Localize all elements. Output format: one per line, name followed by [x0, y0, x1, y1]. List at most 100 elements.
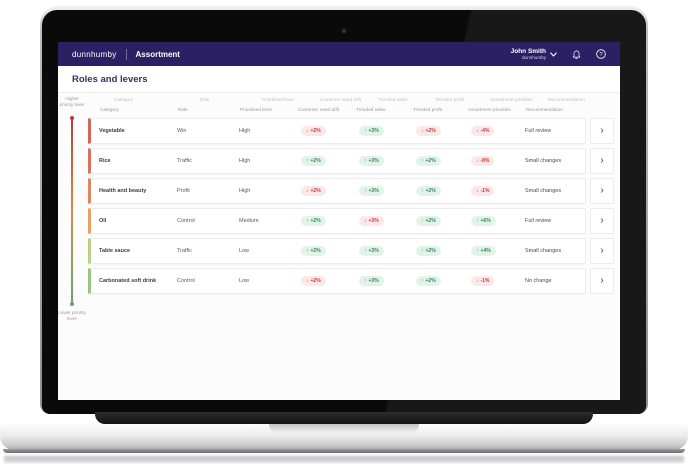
user-info: John Smith dunnhumby — [511, 48, 546, 61]
badge-value: -8% — [480, 158, 490, 164]
category-row-table-sauce[interactable]: Table sauce Traffic Low ↑ +2% ↑ +3% ↑ +2% ↑… — [88, 238, 586, 264]
lever-cell: Medium — [239, 218, 259, 224]
badge-value: +3% — [368, 128, 379, 134]
laptop-base-notch — [269, 424, 419, 433]
category-cell: Vegetable — [99, 128, 125, 134]
category-cell: Table sauce — [99, 248, 131, 254]
recommendation-cell: Full review — [525, 128, 552, 134]
chevron-down-icon — [550, 51, 557, 57]
table-row: Rice Traffic High ↑ +2% ↑ +3% ↑ +2% ↓ -8% Sm… — [88, 148, 616, 174]
drift-badge: ↑ +2% — [301, 246, 326, 256]
column-header-trended-profit: Trended profit — [413, 106, 443, 112]
table-header-ghost-row: Category Role Prioritised lever Customer… — [110, 95, 620, 104]
svg-text:?: ? — [599, 52, 603, 58]
category-row-oil[interactable]: Oil Control Medium ↑ +2% ↓ +3% ↑ +2% ↑ +6% F… — [88, 208, 586, 234]
laptop-base-edge — [3, 449, 685, 453]
drift-badge: ↑ +2% — [301, 156, 326, 166]
chevron-right-icon: › — [600, 215, 604, 226]
table-row: Oil Control Medium ↑ +2% ↓ +3% ↑ +2% ↑ +6% F… — [88, 208, 616, 234]
badge-value: +2% — [425, 218, 436, 224]
column-header-ghost: Recommendation — [548, 97, 585, 102]
priorities-badge: ↑ +6% — [471, 216, 496, 226]
drift-badge: ↑ +2% — [301, 216, 326, 226]
drift-badge: ↓ +2% — [301, 276, 326, 286]
sales-badge: ↑ +3% — [359, 246, 384, 256]
topbar-divider — [125, 48, 127, 60]
column-header-assortment-priorities: Assortment priorities — [468, 106, 511, 112]
row-detail-button[interactable]: › — [590, 148, 614, 174]
badge-value: +3% — [368, 188, 379, 194]
chevron-right-icon: › — [600, 125, 604, 136]
webcam-icon — [342, 29, 346, 33]
column-header-customer-need-drift: Customer need drift — [298, 106, 340, 112]
chevron-right-icon: › — [600, 245, 604, 256]
priority-gradient-arrow — [70, 116, 74, 306]
trend-arrow-icon: ↑ — [421, 158, 424, 164]
column-header-prioritised-lever: Prioritised lever — [240, 106, 273, 112]
sales-badge: ↑ +3% — [359, 276, 384, 286]
trend-arrow-icon: ↓ — [476, 158, 479, 164]
badge-value: +2% — [425, 278, 436, 284]
trend-arrow-icon: ↑ — [364, 158, 367, 164]
category-cell: Oil — [99, 218, 107, 224]
trend-arrow-icon: ↑ — [421, 188, 424, 194]
recommendation-cell: Small changes — [525, 188, 562, 194]
badge-value: +2% — [425, 158, 436, 164]
trend-arrow-icon: ↓ — [421, 128, 424, 134]
table-row: Vegetable Win High ↓ +2% ↑ +3% ↓ +2% ↓ -4% F… — [88, 118, 616, 144]
lever-cell: Low — [239, 278, 250, 284]
badge-value: -1% — [480, 188, 490, 194]
badge-value: +2% — [310, 188, 321, 194]
priorities-badge: ↓ -1% — [471, 186, 495, 196]
laptop-reflection — [4, 456, 684, 463]
priority-axis-top-label: Higher priority lever — [59, 96, 85, 107]
sales-badge: ↑ +3% — [359, 186, 384, 196]
trend-arrow-icon: ↑ — [364, 128, 367, 134]
trend-arrow-icon: ↑ — [306, 218, 309, 224]
role-cell: Traffic — [177, 248, 192, 254]
badge-value: +2% — [310, 248, 321, 254]
trend-arrow-icon: ↓ — [364, 218, 367, 224]
trend-arrow-icon: ↓ — [306, 188, 309, 194]
row-detail-button[interactable]: › — [590, 238, 614, 264]
trend-arrow-icon: ↑ — [476, 248, 479, 254]
sales-badge: ↓ +3% — [359, 216, 384, 226]
page-header: Roles and levers — [58, 66, 620, 93]
category-cell: Carbonated soft drink — [99, 278, 157, 284]
top-nav-bar: dunnhumby Assortment John Smith dunnhumb… — [58, 42, 620, 66]
column-header-ghost: Category — [114, 97, 134, 102]
recommendation-cell: Small changes — [525, 158, 562, 164]
badge-value: +2% — [310, 158, 321, 164]
row-detail-button[interactable]: › — [590, 268, 614, 294]
trend-arrow-icon: ↑ — [476, 218, 479, 224]
user-menu[interactable]: John Smith dunnhumby — [511, 48, 557, 61]
trend-arrow-icon: ↑ — [306, 158, 309, 164]
priorities-badge: ↓ -1% — [471, 276, 495, 286]
category-row-health-and-beauty[interactable]: Health and beauty Profit High ↓ +2% ↑ +3% … — [88, 178, 586, 204]
column-header-ghost: Prioritised lever — [262, 97, 295, 102]
row-detail-button[interactable]: › — [590, 178, 614, 204]
priorities-badge: ↓ -4% — [471, 126, 495, 136]
column-header-ghost: Trended sales — [378, 97, 408, 102]
table-row: Table sauce Traffic Low ↑ +2% ↑ +3% ↑ +2% ↑… — [88, 238, 616, 264]
lever-cell: High — [239, 158, 251, 164]
help-icon[interactable]: ? — [596, 49, 606, 59]
column-header-ghost: Customer need drift — [320, 97, 362, 102]
bell-icon[interactable] — [572, 49, 581, 59]
row-detail-button[interactable]: › — [590, 118, 614, 144]
laptop-lid: dunnhumby Assortment John Smith dunnhumb… — [40, 6, 648, 414]
sales-badge: ↑ +3% — [359, 126, 384, 136]
category-row-vegetable[interactable]: Vegetable Win High ↓ +2% ↑ +3% ↓ +2% ↓ -4% F… — [88, 118, 586, 144]
laptop-screen-bezel: dunnhumby Assortment John Smith dunnhumb… — [42, 10, 646, 414]
row-detail-button[interactable]: › — [590, 208, 614, 234]
brand-logo: dunnhumby — [72, 49, 117, 59]
trend-arrow-icon: ↑ — [364, 278, 367, 284]
user-name: John Smith — [510, 47, 546, 55]
chevron-right-icon: › — [600, 155, 604, 166]
category-row-rice[interactable]: Rice Traffic High ↑ +2% ↑ +3% ↑ +2% ↓ -8% Sm… — [88, 148, 586, 174]
role-cell: Traffic — [177, 158, 192, 164]
priority-axis-bottom-label: Lower priority lever — [58, 310, 86, 321]
category-row-carbonated-soft-drink[interactable]: Carbonated soft drink Control Low ↓ +2% ↑… — [88, 268, 586, 294]
table-header-row: Category Role Prioritised lever Customer… — [88, 104, 616, 114]
chevron-right-icon: › — [600, 275, 604, 286]
